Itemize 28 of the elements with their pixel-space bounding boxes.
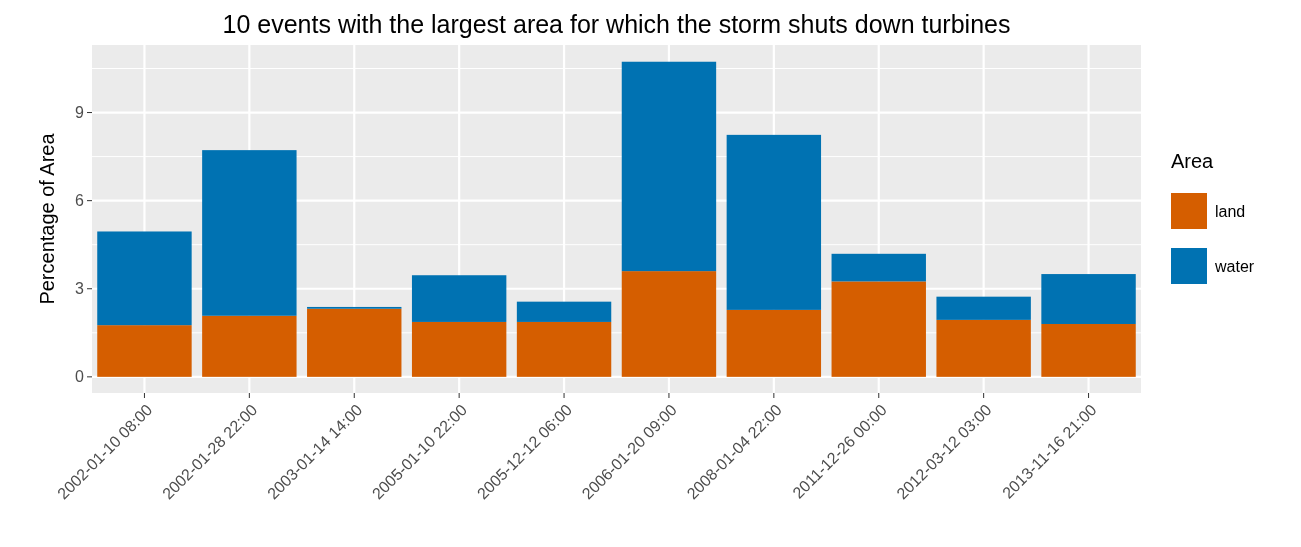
bar: [1041, 274, 1136, 324]
bar: [621, 271, 717, 377]
y-tick-label: 9: [75, 104, 85, 122]
y-tick-label: 0: [75, 368, 85, 386]
bar: [621, 61, 717, 272]
bar: [516, 321, 612, 377]
y-tick-label: 6: [75, 192, 85, 210]
bar: [97, 231, 192, 326]
legend-label: water: [1214, 257, 1255, 275]
bar: [97, 325, 192, 377]
bar: [202, 150, 297, 316]
bar: [411, 321, 507, 377]
bar: [307, 308, 402, 377]
bar: [936, 319, 1031, 377]
bar: [726, 134, 822, 310]
bar: [1041, 323, 1136, 377]
bar: [936, 296, 1031, 320]
bar: [516, 301, 612, 322]
chart-title: 10 events with the largest area for which the storm shuts down turbines: [222, 10, 1011, 38]
bar: [831, 253, 926, 282]
bar: [202, 315, 297, 377]
bar: [831, 281, 926, 377]
legend-title: Area: [1171, 150, 1215, 172]
bar: [726, 309, 822, 377]
legend-label: land: [1215, 202, 1246, 220]
bar: [411, 275, 507, 322]
y-axis-title: Percentage of Area: [36, 132, 58, 305]
y-tick-label: 3: [75, 280, 85, 298]
